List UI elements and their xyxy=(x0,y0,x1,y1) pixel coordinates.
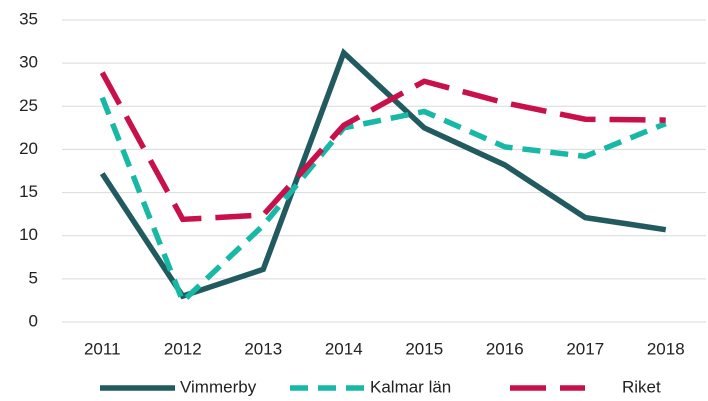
series-line xyxy=(99,71,666,223)
series-line xyxy=(99,96,667,307)
y-tick-label: 0 xyxy=(29,311,38,330)
legend-label: Riket xyxy=(622,377,661,396)
y-tick-label: 10 xyxy=(19,225,38,244)
x-tick-label: 2015 xyxy=(405,339,443,358)
x-tick-label: 2014 xyxy=(325,339,363,358)
y-tick-label: 25 xyxy=(19,96,38,115)
y-tick-label: 15 xyxy=(19,182,38,201)
legend-label: Vimmerby xyxy=(180,377,257,396)
x-tick-label: 2018 xyxy=(647,339,685,358)
x-tick-label: 2011 xyxy=(84,339,121,358)
legend-label: Kalmar län xyxy=(370,377,451,396)
y-tick-label: 5 xyxy=(29,268,38,287)
y-tick-label: 30 xyxy=(19,53,38,72)
x-tick-label: 2017 xyxy=(566,339,604,358)
y-tick-label: 20 xyxy=(19,139,38,158)
series-line xyxy=(99,47,667,300)
x-tick-label: 2016 xyxy=(486,339,524,358)
x-tick-label: 2013 xyxy=(244,339,282,358)
x-tick-label: 2012 xyxy=(164,339,202,358)
y-tick-label: 35 xyxy=(19,9,38,28)
